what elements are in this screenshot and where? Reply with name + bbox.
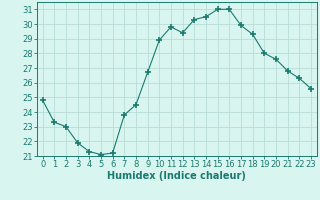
X-axis label: Humidex (Indice chaleur): Humidex (Indice chaleur) <box>108 171 246 181</box>
